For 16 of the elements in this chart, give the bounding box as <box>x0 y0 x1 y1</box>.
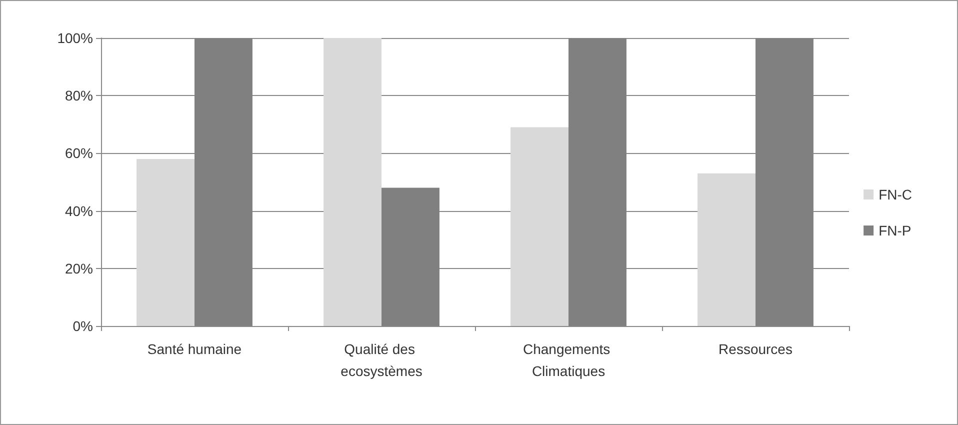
y-tick-label: 20% <box>64 260 93 276</box>
x-tick-label: Santé humaine <box>147 341 242 357</box>
y-tick-label: 40% <box>64 202 93 219</box>
legend-label: FN-P <box>878 222 912 238</box>
y-tick-label: 60% <box>64 145 93 162</box>
y-tick-label: 80% <box>64 88 93 104</box>
legend-label: FN-C <box>878 186 912 202</box>
x-tick-label: Qualité des ecosystèmes <box>340 341 422 379</box>
bar <box>324 38 382 326</box>
y-tick-label: 100% <box>57 30 93 46</box>
bar <box>136 158 194 326</box>
x-tick-label: Changements Climatiques <box>522 341 614 379</box>
bar <box>698 173 756 326</box>
y-tick-label: 0% <box>72 318 93 334</box>
bar <box>510 127 568 326</box>
x-tick-label: Ressources <box>718 341 792 357</box>
